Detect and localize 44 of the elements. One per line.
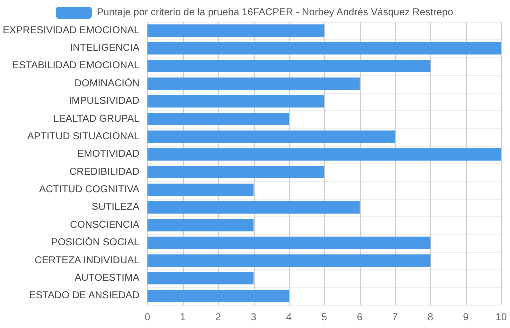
y-tick-label: INTELIGENCIA: [70, 43, 140, 54]
bar: [148, 202, 360, 214]
x-tick-label: 7: [392, 312, 399, 324]
y-tick-label: DOMINACIÓN: [74, 77, 140, 90]
bar: [148, 42, 502, 55]
x-tick-label: 6: [357, 312, 364, 324]
bar: [148, 272, 254, 285]
bar: [148, 254, 431, 267]
x-tick-label: 0: [144, 312, 151, 324]
x-tick-label: 8: [428, 312, 434, 324]
bar: [148, 236, 431, 250]
x-tick-label: 2: [216, 312, 222, 324]
y-tick-label: LEALTAD GRUPAL: [54, 114, 140, 125]
x-tick-label: 3: [251, 312, 258, 324]
bar: [148, 290, 290, 302]
y-tick-label: ACTITUD COGNITIVA: [39, 184, 140, 196]
bar: [148, 78, 360, 90]
bar: [148, 219, 254, 232]
y-tick-label: EXPRESIVIDAD EMOCIONAL: [2, 25, 140, 36]
y-tick-label: SUTILEZA: [92, 202, 140, 214]
bar: [148, 24, 325, 38]
y-tick-label: ESTADO DE ANSIEDAD: [29, 290, 140, 302]
y-tick-label: AUTOESTIMA: [74, 272, 140, 284]
y-tick-label: CONSCIENCIA: [70, 220, 140, 231]
y-tick-label: CERTEZA INDIVIDUAL: [34, 255, 140, 266]
x-tick-label: 5: [322, 312, 328, 324]
y-tick-label: APTITUD SITUACIONAL: [27, 131, 140, 142]
x-tick-label: 1: [180, 312, 186, 324]
legend-label: Puntaje por criterio de la prueba 16FACPER - Norbey Andrés Vásquez Restrepo: [97, 8, 454, 18]
bar: [148, 113, 290, 126]
bar: [148, 148, 502, 161]
bar: [148, 184, 254, 196]
bar: [148, 130, 396, 144]
y-tick-label: EMOTIVIDAD: [77, 149, 140, 160]
bar: [148, 60, 431, 72]
x-tick-label: 10: [496, 312, 508, 324]
bar: [148, 166, 325, 179]
y-tick-label: POSICIÓN SOCIAL: [51, 236, 140, 249]
x-tick-label: 4: [286, 312, 292, 324]
x-tick-label: 9: [463, 312, 470, 324]
bar: [148, 95, 325, 108]
y-tick-label: IMPULSIVIDAD: [69, 96, 140, 108]
y-tick-label: ESTABILIDAD EMOCIONAL: [12, 60, 140, 72]
y-tick-label: CREDIBILIDAD: [70, 166, 140, 178]
